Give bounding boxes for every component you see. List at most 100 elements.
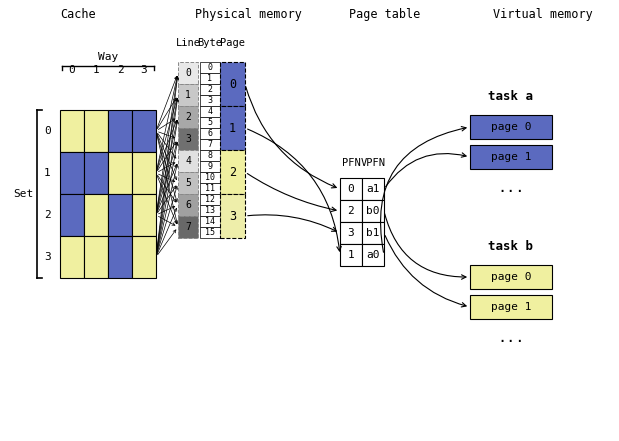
Text: 1: 1: [44, 168, 51, 178]
Bar: [200, 62, 220, 73]
Text: 5: 5: [207, 118, 212, 127]
Bar: [60, 152, 84, 194]
Bar: [362, 244, 384, 266]
Bar: [84, 152, 108, 194]
Bar: [108, 110, 132, 152]
Bar: [132, 194, 156, 236]
Text: PFN: PFN: [342, 158, 360, 168]
Bar: [340, 244, 362, 266]
Text: Virtual memory: Virtual memory: [493, 8, 593, 21]
Bar: [60, 110, 84, 152]
Text: 6: 6: [207, 129, 212, 138]
Text: Page: Page: [220, 38, 245, 48]
Text: 11: 11: [205, 184, 215, 193]
Text: 4: 4: [207, 107, 212, 116]
Text: Physical memory: Physical memory: [194, 8, 301, 21]
Text: 9: 9: [207, 162, 212, 171]
Text: 7: 7: [207, 140, 212, 149]
Text: 14: 14: [205, 217, 215, 226]
Bar: [178, 128, 198, 150]
Bar: [200, 183, 220, 194]
Text: 1: 1: [348, 250, 354, 260]
Text: a0: a0: [366, 250, 379, 260]
Bar: [84, 236, 108, 278]
Text: 5: 5: [185, 178, 191, 188]
Text: task a: task a: [488, 90, 534, 103]
Bar: [340, 222, 362, 244]
Text: Set: Set: [14, 189, 34, 199]
Bar: [200, 216, 220, 227]
Bar: [200, 227, 220, 238]
Text: 7: 7: [185, 222, 191, 232]
Text: 0: 0: [229, 78, 236, 90]
Text: 12: 12: [205, 195, 215, 204]
Text: 0: 0: [207, 63, 212, 72]
Text: 15: 15: [205, 228, 215, 237]
Bar: [200, 106, 220, 117]
Bar: [200, 150, 220, 161]
Text: 2: 2: [44, 210, 51, 220]
Bar: [132, 236, 156, 278]
Bar: [178, 62, 198, 84]
Text: 0: 0: [44, 126, 51, 136]
Text: ...: ...: [497, 180, 525, 195]
Text: 10: 10: [205, 173, 215, 182]
Text: Cache: Cache: [60, 8, 96, 21]
Bar: [362, 200, 384, 222]
Bar: [340, 200, 362, 222]
Text: 3: 3: [44, 252, 51, 262]
Text: task b: task b: [488, 240, 534, 253]
Text: 1: 1: [207, 74, 212, 83]
Bar: [200, 172, 220, 183]
Bar: [200, 139, 220, 150]
Bar: [220, 194, 245, 238]
Text: 2: 2: [116, 65, 123, 75]
Text: 0: 0: [69, 65, 76, 75]
Text: Page table: Page table: [349, 8, 421, 21]
Bar: [108, 194, 132, 236]
Text: page 1: page 1: [491, 152, 531, 162]
Bar: [178, 84, 198, 106]
Bar: [470, 295, 552, 319]
Text: 2: 2: [348, 206, 354, 216]
Text: 1: 1: [229, 122, 236, 135]
Text: 0: 0: [185, 68, 191, 78]
Bar: [178, 106, 198, 128]
Text: 3: 3: [185, 134, 191, 144]
Bar: [132, 152, 156, 194]
Bar: [60, 236, 84, 278]
Text: page 1: page 1: [491, 302, 531, 312]
Text: 8: 8: [207, 151, 212, 160]
Text: 2: 2: [185, 112, 191, 122]
Bar: [200, 73, 220, 84]
Bar: [220, 62, 245, 106]
Bar: [340, 178, 362, 200]
Text: Byte: Byte: [197, 38, 222, 48]
Bar: [108, 152, 132, 194]
Text: 6: 6: [185, 200, 191, 210]
Bar: [200, 161, 220, 172]
Bar: [220, 106, 245, 150]
Bar: [84, 194, 108, 236]
Text: page 0: page 0: [491, 122, 531, 132]
Bar: [108, 236, 132, 278]
Text: 3: 3: [229, 209, 236, 223]
Bar: [470, 145, 552, 169]
Bar: [178, 172, 198, 194]
Text: page 0: page 0: [491, 272, 531, 282]
Text: 3: 3: [207, 96, 212, 105]
Text: 2: 2: [207, 85, 212, 94]
Text: 3: 3: [141, 65, 147, 75]
Bar: [178, 216, 198, 238]
Text: 3: 3: [348, 228, 354, 238]
Bar: [84, 110, 108, 152]
Bar: [362, 222, 384, 244]
Text: ...: ...: [497, 330, 525, 345]
Bar: [178, 150, 198, 172]
Bar: [178, 194, 198, 216]
Text: 0: 0: [348, 184, 354, 194]
Text: b0: b0: [366, 206, 379, 216]
Bar: [362, 178, 384, 200]
Bar: [200, 95, 220, 106]
Text: Way: Way: [98, 52, 118, 62]
